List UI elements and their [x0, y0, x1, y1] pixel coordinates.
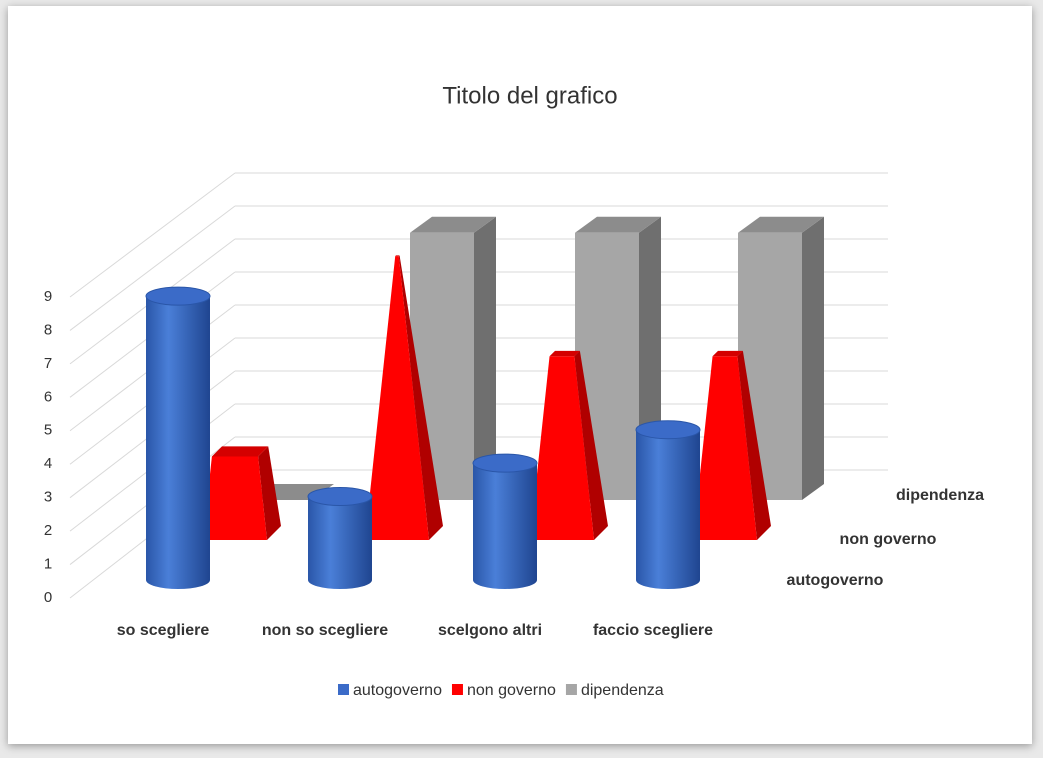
cylinder-top — [635, 420, 701, 440]
bar — [693, 350, 771, 540]
legend-label: autogoverno — [353, 682, 442, 699]
y-tick-label: 8 — [44, 321, 52, 338]
y-tick-label: 5 — [44, 422, 52, 439]
y-tick-label: 4 — [44, 455, 52, 472]
y-tick-label: 3 — [44, 489, 52, 506]
grid-line — [69, 205, 236, 331]
y-tick-label: 9 — [44, 288, 52, 305]
bar — [738, 216, 824, 501]
legend-swatch — [565, 684, 577, 695]
box-side — [474, 216, 496, 501]
cylinder-body — [473, 463, 537, 589]
pyramid-side — [574, 350, 608, 540]
box-top — [738, 216, 824, 233]
bar — [307, 487, 373, 589]
depth-label: autogoverno — [787, 572, 884, 589]
cylinder-body — [308, 496, 372, 589]
pyramid-front — [365, 256, 429, 540]
legend-label: non governo — [467, 682, 556, 699]
depth-label: dipendenza — [896, 487, 984, 504]
depth-label: non governo — [840, 531, 937, 548]
bar — [530, 350, 608, 540]
x-tick-label: faccio scegliere — [593, 622, 713, 639]
legend-swatch — [338, 684, 349, 695]
box-top — [410, 216, 496, 233]
pyramid-top — [211, 446, 269, 457]
pyramid-top — [549, 350, 580, 357]
pyramid-top — [712, 350, 743, 357]
pyramid-front — [693, 356, 757, 540]
grid-line — [69, 172, 236, 298]
cylinder-top — [472, 453, 538, 473]
cylinder-body — [636, 429, 700, 589]
pyramid-side — [398, 255, 443, 541]
pyramid-front — [530, 356, 594, 540]
y-tick-label: 0 — [44, 589, 52, 606]
y-tick-label: 6 — [44, 388, 52, 405]
chart-title: Titolo del grafico — [442, 82, 617, 109]
x-tick-label: non so scegliere — [262, 622, 388, 639]
cylinder-body — [146, 296, 210, 589]
x-tick-label: scelgono altri — [438, 622, 542, 639]
pyramid-top — [395, 255, 400, 257]
y-tick-label: 7 — [44, 355, 52, 372]
box-side — [802, 216, 824, 501]
cylinder-top — [307, 487, 373, 506]
pyramid-side — [258, 446, 281, 540]
x-tick-label: so scegliere — [117, 622, 210, 639]
cylinder-top — [145, 286, 211, 306]
box-top — [575, 216, 661, 233]
pyramid-front — [203, 456, 267, 540]
bar — [145, 286, 211, 589]
bar — [203, 446, 281, 540]
y-tick-label: 1 — [44, 556, 52, 573]
y-tick-label: 2 — [44, 522, 52, 539]
legend-swatch — [451, 684, 463, 695]
bar — [635, 420, 701, 589]
legend-label: dipendenza — [581, 682, 664, 699]
bar — [365, 255, 443, 541]
bar — [472, 453, 538, 589]
pyramid-side — [737, 350, 771, 540]
